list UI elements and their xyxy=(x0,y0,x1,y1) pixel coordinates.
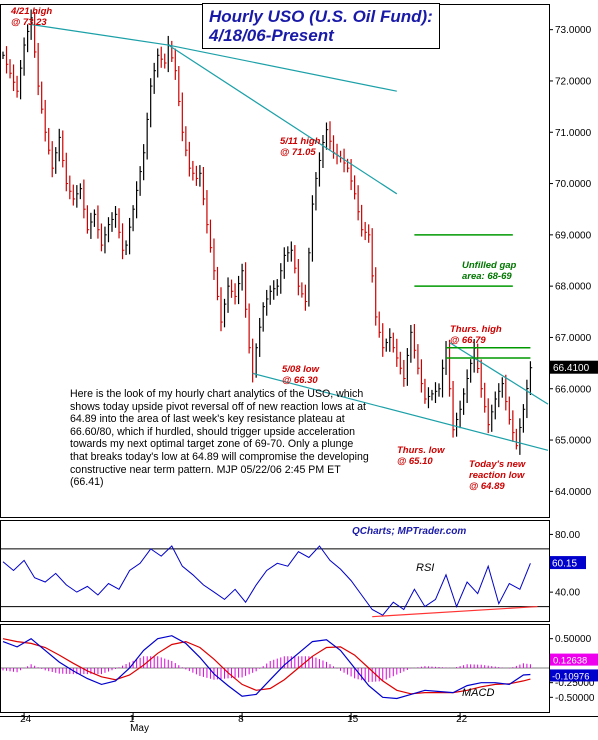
annotation-text: Thurs. high xyxy=(450,324,502,335)
annotation-text: @ 71.05 xyxy=(280,147,316,158)
last-price-value: 66.4100 xyxy=(553,363,590,374)
annotation-text: Thurs. low xyxy=(397,445,445,456)
signal-last-value: -0.10976 xyxy=(552,671,590,682)
rsi-tick-label: 40.00 xyxy=(555,588,580,599)
annotation-text: @ 73.23 xyxy=(11,17,47,28)
annotation-text: @ 65.10 xyxy=(397,456,433,467)
trendline xyxy=(168,45,397,194)
macd-last-value: 0.12638 xyxy=(553,656,587,667)
macd-tick-label: -0.50000 xyxy=(555,693,595,704)
annotation-text: @ 66.30 xyxy=(282,375,318,386)
rsi-tick-label: 80.00 xyxy=(555,530,580,541)
analyst-commentary: Here is the look of my hourly chart anal… xyxy=(70,388,370,489)
trendline xyxy=(168,45,397,91)
annotation-text: reaction low xyxy=(469,470,525,481)
price-tick-label: 67.0000 xyxy=(555,333,592,344)
price-tick-label: 73.0000 xyxy=(555,25,592,36)
annotation-text: @ 64.89 xyxy=(469,481,505,492)
x-tick-label: 8 xyxy=(238,714,244,725)
chart-title-box: Hourly USO (U.S. Oil Fund): 4/18/06-Pres… xyxy=(202,3,440,49)
annotation-text: @ 66.79 xyxy=(450,335,486,346)
x-tick-label: 15 xyxy=(347,714,359,725)
chart-credit: QCharts; MPTrader.com xyxy=(352,526,466,537)
price-tick-label: 69.0000 xyxy=(555,230,592,241)
macd-tick-label: 0.50000 xyxy=(555,634,592,645)
macd-histogram xyxy=(3,656,530,682)
chart-title: Hourly USO (U.S. Oil Fund): xyxy=(209,7,433,27)
price-tick-label: 66.0000 xyxy=(555,384,592,395)
rsi-trendline xyxy=(372,607,537,617)
x-month-label: May xyxy=(130,723,149,734)
price-tick-label: 70.0000 xyxy=(555,179,592,190)
annotation-text: Today's new xyxy=(469,459,526,470)
annotation-text: area: 68-69 xyxy=(462,271,512,282)
rsi-panel: 80.00 40.00 QCharts; MPTrader.com RSI 60.15 xyxy=(1,521,587,622)
annotation-text: 4/21 high xyxy=(10,6,52,17)
rsi-label: RSI xyxy=(416,562,434,574)
chart-subtitle: 4/18/06-Present xyxy=(209,26,334,46)
x-tick-label: 22 xyxy=(456,714,468,725)
annotation-text: 5/08 low xyxy=(282,364,320,375)
rsi-line xyxy=(3,546,530,615)
price-tick-label: 72.0000 xyxy=(555,76,592,87)
trendline xyxy=(31,25,168,46)
price-tick-label: 71.0000 xyxy=(555,128,592,139)
annotation-text: Unfilled gap xyxy=(462,260,517,271)
rsi-last-value: 60.15 xyxy=(552,559,577,570)
macd-panel: 0.50000-0.25000-0.50000MACD0.12638-0.109… xyxy=(1,625,598,713)
price-tick-label: 64.0000 xyxy=(555,487,592,498)
price-tick-label: 68.0000 xyxy=(555,282,592,293)
x-tick-label: 24 xyxy=(20,714,32,725)
macd-label: MACD xyxy=(462,687,494,699)
annotation-text: 5/11 high xyxy=(280,136,321,147)
price-tick-label: 65.0000 xyxy=(555,436,592,447)
